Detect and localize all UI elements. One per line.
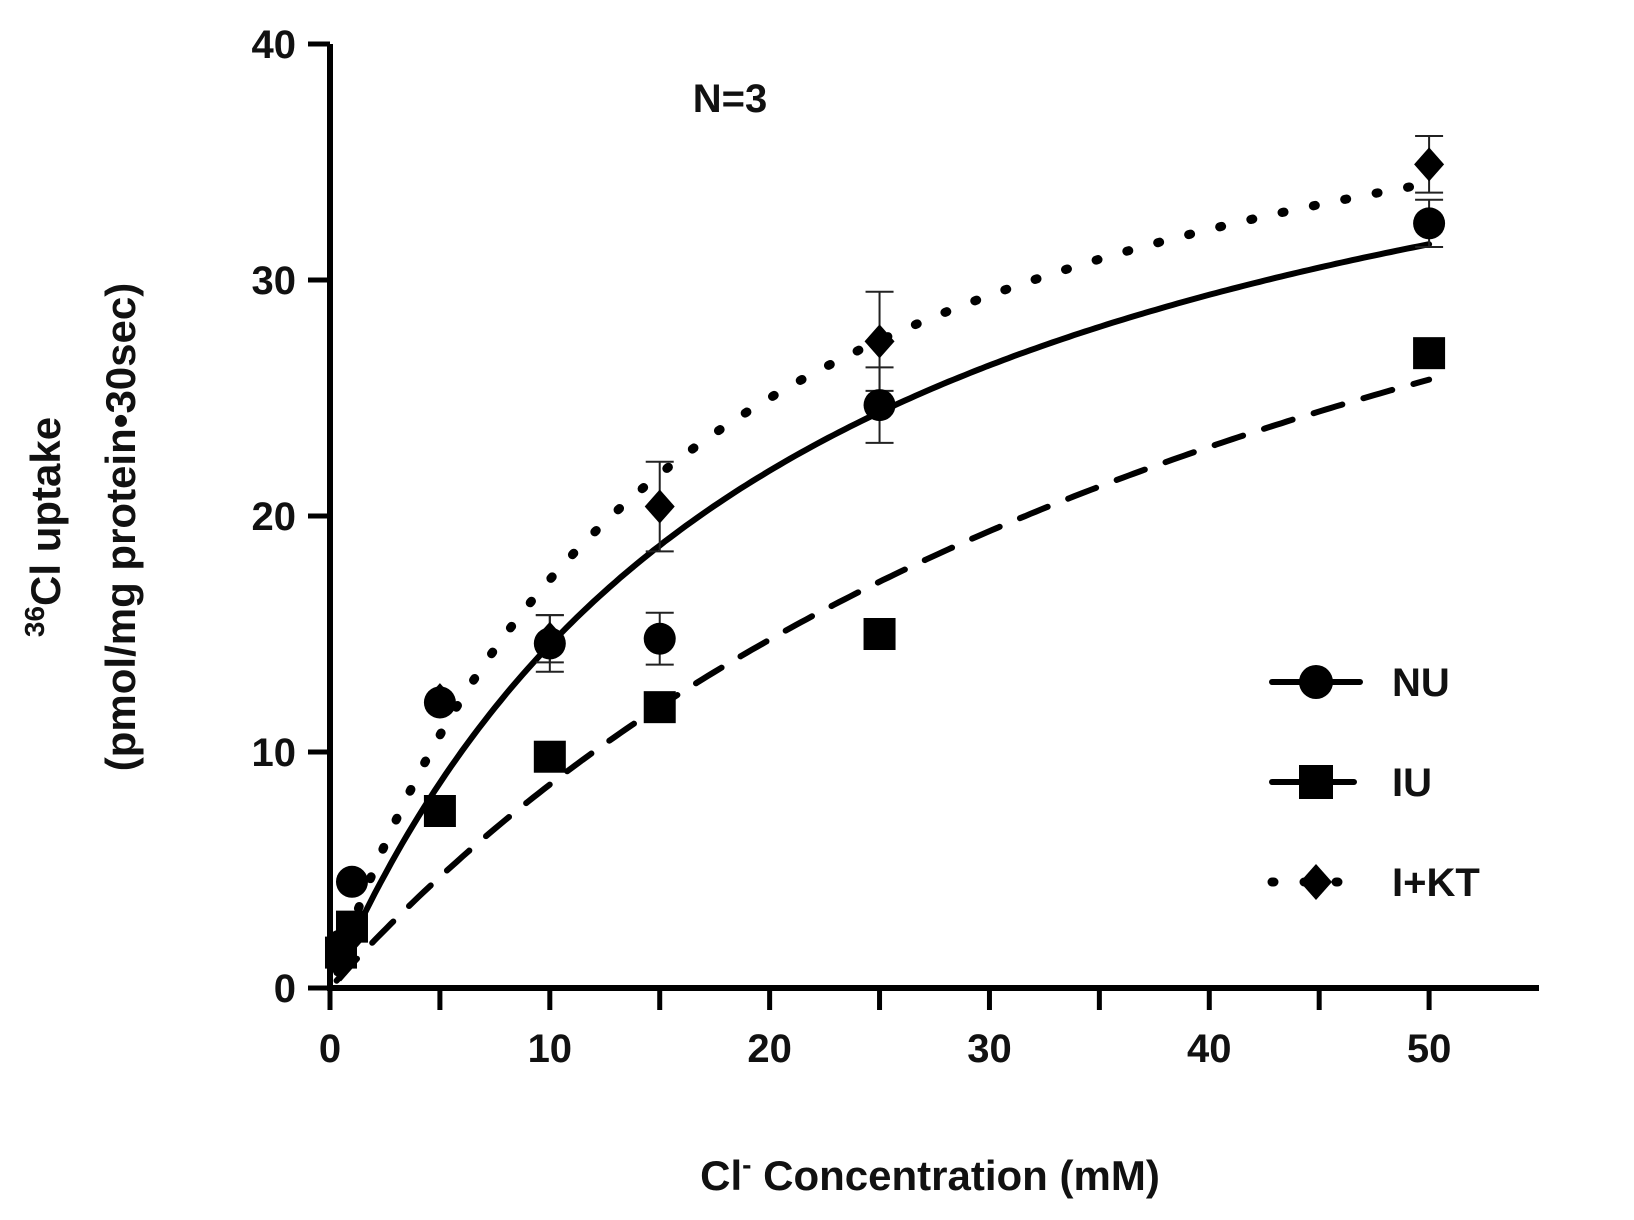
x-tick-label-0: 0 (319, 1027, 341, 1071)
point-iu-2 (423, 795, 456, 827)
x-axis-title-rest: Concentration (mM) (752, 1152, 1160, 1199)
y-axis-title-rest: Cl uptake (22, 417, 69, 606)
point-i-kt-3 (534, 621, 565, 656)
x-axis-title-sup: - (742, 1149, 751, 1180)
legend-marker-nu (1299, 665, 1333, 699)
legend-label-nu: NU (1392, 661, 1450, 705)
y-tick-label-40: 40 (252, 23, 297, 67)
y-tick-label-10: 10 (252, 731, 297, 775)
x-tick-label-10: 10 (528, 1027, 573, 1071)
sample-size-annotation: N=3 (693, 77, 768, 121)
point-i-kt-6 (1414, 147, 1445, 182)
legend: NU IU I+KT (1267, 661, 1480, 905)
point-iu-4 (643, 691, 676, 724)
point-i-kt-0 (325, 947, 356, 982)
fit-curves (332, 179, 1434, 984)
fit-curve-i-kt (332, 179, 1434, 973)
point-nu-1 (335, 865, 368, 898)
fit-curve-iu (333, 376, 1433, 984)
error-bars (535, 135, 1444, 673)
x-tick-label-30: 30 (967, 1027, 1012, 1071)
point-i-kt-4 (644, 489, 675, 524)
point-iu-6 (1413, 337, 1446, 370)
point-nu-5 (863, 389, 896, 422)
point-i-kt-5 (864, 324, 895, 359)
data-points (324, 147, 1446, 982)
y-tick-label-30: 30 (252, 259, 297, 303)
x-tick-label-20: 20 (747, 1027, 792, 1071)
y-axis-title-units: (pmol/mg protein•30sec) (97, 283, 144, 771)
legend-marker-iu (1299, 765, 1333, 799)
y-tick-label-0: 0 (274, 967, 296, 1011)
svg-text:36Cl uptake: 36Cl uptake (19, 417, 69, 637)
x-tick-label-40: 40 (1187, 1027, 1232, 1071)
legend-marker-i-kt (1300, 864, 1332, 900)
point-iu-3 (533, 740, 566, 773)
y-axis-title-sup: 36 (19, 606, 50, 637)
legend-label-i-kt: I+KT (1392, 861, 1480, 905)
point-nu-4 (643, 622, 676, 655)
x-axis-title: Cl- Concentration (mM) (700, 1149, 1160, 1199)
y-tick-label-20: 20 (252, 495, 297, 539)
point-nu-6 (1413, 207, 1446, 240)
y-axis-title-line1: 36Cl uptake (19, 417, 69, 637)
x-tick-label-50: 50 (1407, 1027, 1452, 1071)
point-iu-5 (863, 618, 896, 650)
x-axis-title-main: Cl (700, 1152, 742, 1199)
y-axis-title-line2: (pmol/mg protein•30sec) (97, 283, 144, 771)
point-i-kt-1 (336, 919, 367, 954)
axes: 0 10 20 30 40 0 10 20 30 40 50 (252, 23, 1539, 1071)
legend-label-iu: IU (1392, 761, 1432, 805)
point-i-kt-2 (424, 683, 455, 718)
